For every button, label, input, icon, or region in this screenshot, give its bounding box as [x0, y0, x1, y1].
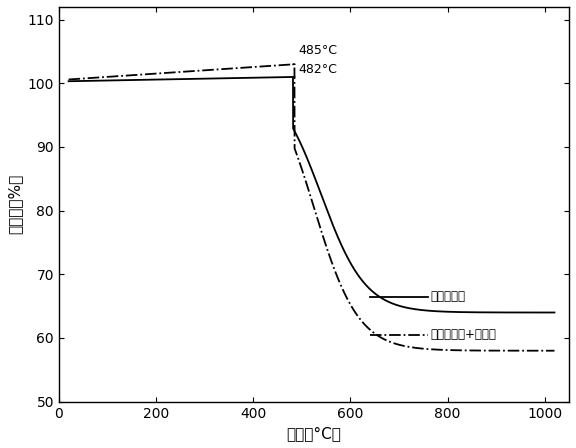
X-axis label: 温度（°C）: 温度（°C） — [286, 426, 342, 441]
Text: 485°C: 485°C — [298, 43, 337, 56]
Text: 482°C: 482°C — [298, 63, 337, 76]
Text: 低优混配煎+催化剂: 低优混配煎+催化剂 — [431, 328, 497, 341]
Text: 低优混配煎: 低优混配煎 — [431, 290, 465, 303]
Y-axis label: 失重率（%）: 失重率（%） — [7, 174, 22, 234]
